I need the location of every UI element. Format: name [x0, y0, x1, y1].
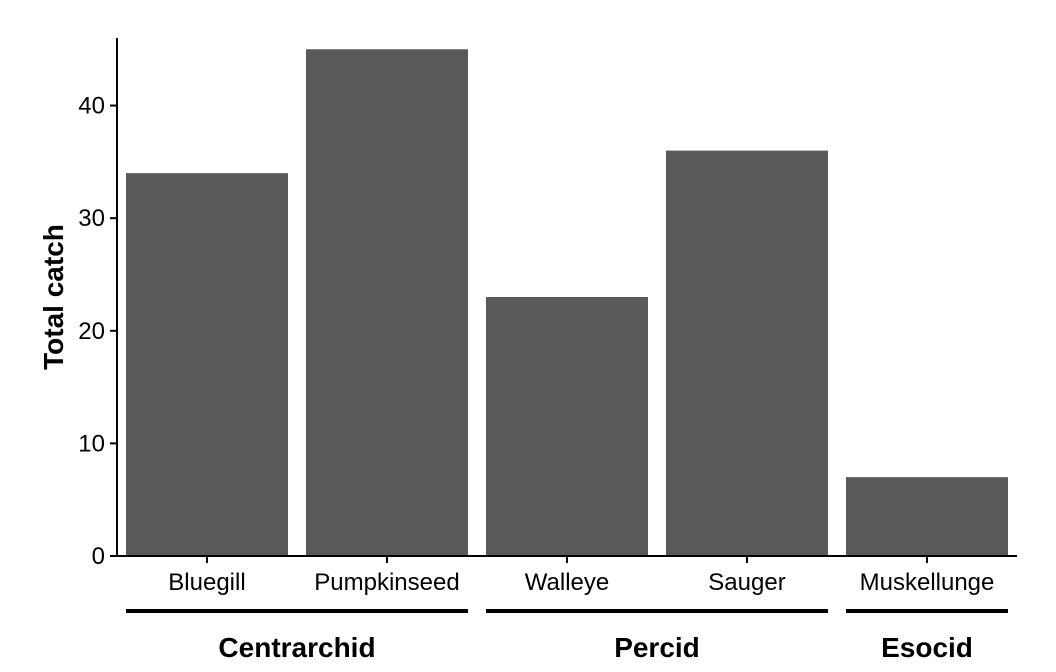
y-tick-label: 40 — [78, 93, 105, 120]
x-tick-label: Sauger — [708, 569, 785, 596]
bar-bluegill — [126, 173, 288, 556]
group-label: Percid — [614, 632, 700, 663]
x-axis: Bluegill Pumpkinseed Walleye Sauger Muskellu… — [117, 555, 1017, 596]
bar-sauger — [666, 150, 828, 556]
x-tick-label: Muskellunge — [860, 569, 995, 596]
y-axis: 0 10 20 30 40 — [78, 38, 118, 570]
x-tick-label: Pumpkinseed — [314, 569, 459, 596]
bars-layer — [126, 49, 1008, 557]
x-tick-label: Walleye — [525, 569, 609, 596]
y-tick-label: 30 — [78, 205, 105, 232]
x-tick-label: Bluegill — [168, 569, 245, 596]
group-brackets: Centrarchid Percid Esocid — [126, 609, 1008, 663]
y-tick-label: 10 — [78, 430, 105, 457]
y-tick-label: 20 — [78, 318, 105, 345]
group-label: Esocid — [881, 632, 973, 663]
group-label: Centrarchid — [218, 632, 375, 663]
y-tick-label: 0 — [92, 543, 105, 570]
bar-pumpkinseed — [306, 49, 468, 557]
y-axis-label: Total catch — [38, 224, 69, 370]
bar-muskellunge — [846, 477, 1008, 556]
bar-walleye — [486, 297, 648, 556]
